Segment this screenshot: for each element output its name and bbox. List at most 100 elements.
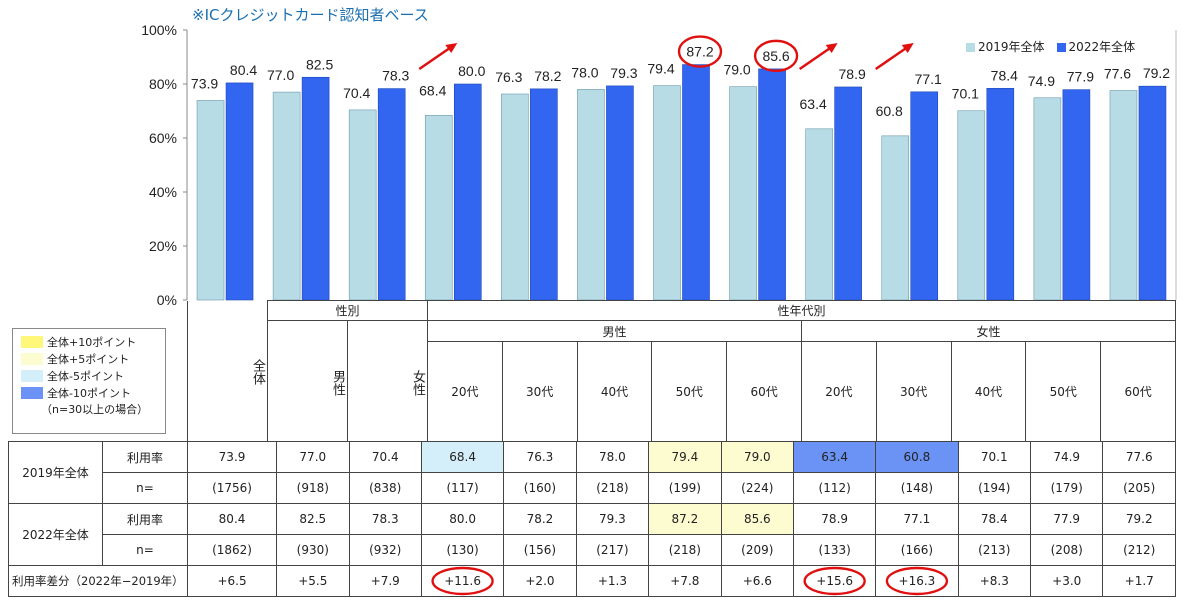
diff-cell: +11.6 bbox=[420, 565, 505, 597]
col-female: 女性 bbox=[347, 320, 428, 442]
bar-2019 bbox=[729, 86, 757, 301]
n2019-cell: (148) bbox=[875, 472, 959, 504]
bar-2019 bbox=[881, 135, 910, 301]
diff-cell: +1.3 bbox=[575, 565, 650, 597]
rate2019-cell: 79.0 bbox=[720, 441, 795, 473]
diff-label: 利用率差分（2022年−2019年） bbox=[8, 565, 188, 597]
bar-2022 bbox=[682, 64, 710, 301]
trend-arrow-head bbox=[825, 43, 838, 53]
rate2019-cell: 78.0 bbox=[575, 441, 650, 473]
legend-minus5: 全体-5ポイント bbox=[13, 367, 165, 384]
bar-value-label: 78.9 bbox=[839, 66, 866, 82]
row-2019-label: 2019年全体 bbox=[8, 441, 103, 504]
rate2019-cell: 76.3 bbox=[503, 441, 577, 473]
diff-cell: +16.3 bbox=[875, 565, 959, 597]
rate2022-cell: 77.1 bbox=[875, 503, 959, 535]
rate2022-cell: 87.2 bbox=[648, 503, 722, 535]
diff-cell: +7.9 bbox=[348, 565, 422, 597]
bar-2022 bbox=[530, 88, 558, 301]
rate2022-cell: 79.3 bbox=[575, 503, 650, 535]
y-tick-label: 60% bbox=[149, 130, 177, 146]
base-note: ※ICクレジットカード認知者ベース bbox=[192, 6, 429, 24]
rate2019-cell: 68.4 bbox=[420, 441, 505, 473]
n2019-cell: (117) bbox=[420, 472, 505, 504]
bar-2019 bbox=[196, 100, 225, 301]
bar-2022 bbox=[606, 85, 634, 301]
col-age-3: 50代 bbox=[651, 341, 728, 442]
chart-legend: 2019年全体 2022年全体 bbox=[966, 38, 1135, 55]
rate2019-cell: 77.0 bbox=[276, 441, 350, 473]
header-table: 全体 性別 性年代別 男性 女性 男性 女性 20代 30代 40代 50代 60代 20… bbox=[187, 300, 1177, 442]
n2022-cell: (213) bbox=[957, 534, 1031, 566]
data-table: 2019年全体 利用率 73.9 77.0 70.4 68.4 76.3 78.0 79.4… bbox=[8, 441, 1176, 597]
rate2019-cell: 63.4 bbox=[793, 441, 877, 473]
n2022-cell: (932) bbox=[348, 534, 422, 566]
n2022-cell: (212) bbox=[1102, 534, 1176, 566]
n2019-cell: (838) bbox=[348, 472, 422, 504]
bar-2022 bbox=[377, 88, 406, 301]
n2022-cell: (156) bbox=[503, 534, 577, 566]
bar-2022 bbox=[1062, 89, 1091, 301]
bar-value-label: 79.3 bbox=[610, 65, 637, 81]
legend-plus10: 全体+10ポイント bbox=[13, 333, 165, 350]
highlight-circle bbox=[753, 39, 799, 73]
col-age-8: 50代 bbox=[1025, 341, 1102, 442]
trend-arrow-head bbox=[445, 43, 458, 53]
bar-value-label: 78.2 bbox=[534, 68, 561, 84]
diff-cell: +6.5 bbox=[186, 565, 278, 597]
bar-value-label: 63.4 bbox=[800, 96, 827, 112]
n2022-cell: (166) bbox=[875, 534, 959, 566]
bar-value-label: 87.2 bbox=[686, 44, 713, 60]
bar-value-label: 77.9 bbox=[1067, 69, 1094, 85]
n2022-cell: (209) bbox=[720, 534, 795, 566]
col-age-7: 40代 bbox=[950, 341, 1027, 442]
bar-2019 bbox=[424, 115, 453, 301]
bar-2019 bbox=[272, 91, 301, 301]
rate2019-cell: 74.9 bbox=[1029, 441, 1104, 473]
rate2022-cell: 80.4 bbox=[186, 503, 278, 535]
bar-2019 bbox=[1033, 97, 1062, 301]
bar-value-label: 77.6 bbox=[1104, 65, 1131, 81]
legend-2019: 2019年全体 bbox=[966, 38, 1045, 55]
bar-value-label: 70.1 bbox=[952, 86, 979, 102]
rate2019-cell: 70.4 bbox=[348, 441, 422, 473]
n-label: n= bbox=[102, 472, 188, 504]
y-tick-label: 20% bbox=[149, 238, 177, 254]
bar-value-label: 70.4 bbox=[343, 85, 370, 101]
rate2019-cell: 79.4 bbox=[648, 441, 722, 473]
rate2022-cell: 85.6 bbox=[720, 503, 795, 535]
n2022-cell: (208) bbox=[1029, 534, 1104, 566]
col-age-6: 30代 bbox=[875, 341, 952, 442]
highlight-circle bbox=[677, 35, 723, 68]
bar-value-label: 79.0 bbox=[723, 62, 750, 78]
y-tick-label: 40% bbox=[149, 184, 177, 200]
col-age-9: 60代 bbox=[1100, 341, 1176, 442]
col-gender-age: 性年代別 bbox=[427, 300, 1176, 321]
n2022-cell: (133) bbox=[793, 534, 877, 566]
bar-value-label: 79.4 bbox=[647, 61, 674, 77]
legend-2022: 2022年全体 bbox=[1056, 38, 1135, 55]
bar-value-label: 79.2 bbox=[1143, 65, 1170, 81]
n2019-cell: (179) bbox=[1029, 472, 1104, 504]
col-all: 全体 bbox=[187, 300, 268, 442]
y-tick-label: 100% bbox=[141, 22, 177, 38]
n2022-cell: (1862) bbox=[186, 534, 278, 566]
rate2019-cell: 73.9 bbox=[186, 441, 278, 473]
bar-2019 bbox=[501, 93, 529, 301]
rate2022-cell: 78.3 bbox=[348, 503, 422, 535]
bar-2022 bbox=[910, 91, 939, 301]
bar-2019 bbox=[805, 128, 833, 301]
bar-value-label: 78.0 bbox=[571, 64, 598, 80]
bar-2022 bbox=[834, 86, 862, 301]
bar-2022 bbox=[225, 82, 254, 301]
legend-plus5: 全体+5ポイント bbox=[13, 350, 165, 367]
n2019-cell: (205) bbox=[1102, 472, 1176, 504]
rate2019-cell: 70.1 bbox=[957, 441, 1031, 473]
n-label: n= bbox=[102, 534, 188, 566]
trend-arrow bbox=[875, 45, 909, 71]
group-female: 女性 bbox=[800, 320, 1177, 342]
col-age-4: 60代 bbox=[726, 341, 802, 442]
n2019-cell: (160) bbox=[503, 472, 577, 504]
rate-label: 利用率 bbox=[102, 441, 188, 473]
